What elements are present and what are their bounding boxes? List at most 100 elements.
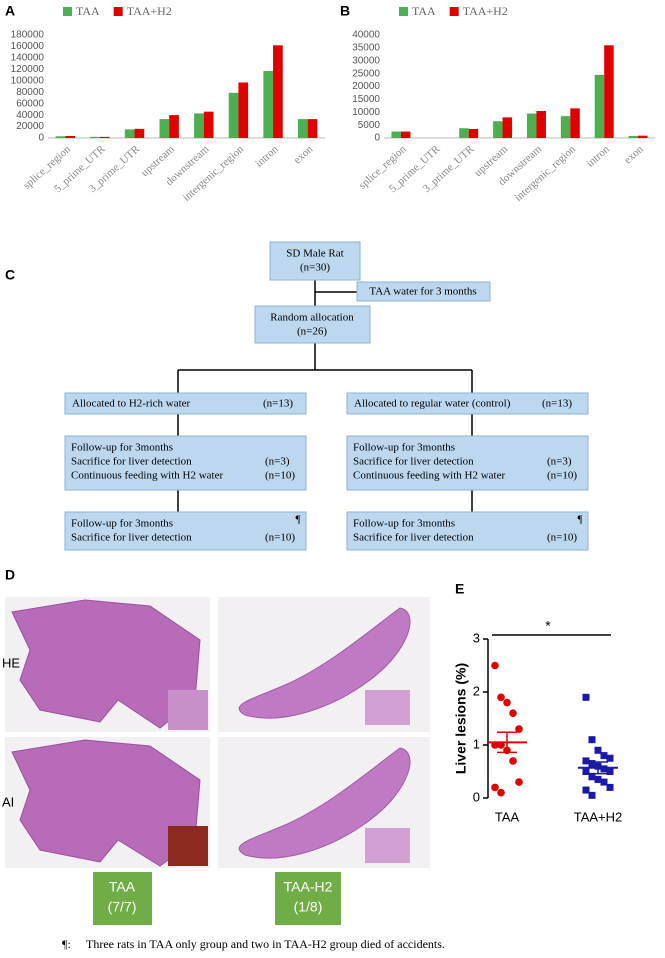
flow-text: SD Male Rat xyxy=(286,248,343,260)
y-tick-label: 25000 xyxy=(352,68,380,79)
panel-label: B xyxy=(340,3,350,19)
bar xyxy=(194,113,204,138)
y-tick-label: 15000 xyxy=(352,94,380,105)
bar xyxy=(134,128,145,138)
bar xyxy=(502,117,513,138)
bar xyxy=(263,71,274,138)
flow-text: (n=10) xyxy=(547,470,577,482)
bar xyxy=(638,135,648,138)
flow-text: ¶ xyxy=(296,514,301,526)
legend-label: TAA+H2 xyxy=(127,4,172,18)
flow-box xyxy=(64,435,307,491)
x-tick-label: intergenic_region xyxy=(512,143,578,204)
point xyxy=(588,760,596,768)
legend-swatch xyxy=(63,7,72,16)
point xyxy=(509,709,517,717)
point xyxy=(588,736,596,744)
tissue xyxy=(238,747,411,859)
flow-text: Follow-up for 3months xyxy=(353,518,455,530)
flow-text: Allocated to H2-rich water xyxy=(72,398,191,410)
y-tick-label: 100000 xyxy=(11,75,45,86)
point xyxy=(582,693,590,701)
y-tick-label: 60000 xyxy=(16,98,44,109)
point xyxy=(594,746,602,754)
legend-swatch xyxy=(399,7,408,16)
bar xyxy=(90,136,100,138)
flow-text: Allocated to regular water (control) xyxy=(354,398,511,410)
flow-text: (n=10) xyxy=(265,532,295,544)
point xyxy=(600,752,608,760)
point xyxy=(594,775,602,783)
flow-box xyxy=(346,511,589,551)
flow-text: Sacrifice for liver detection xyxy=(353,456,474,468)
flow-text: (n=10) xyxy=(547,532,577,544)
footnote-text: Three rats in TAA only group and two in … xyxy=(86,937,445,951)
point xyxy=(606,783,614,791)
bar xyxy=(594,74,605,138)
bar xyxy=(55,136,66,138)
point xyxy=(491,661,499,670)
flow-box xyxy=(64,392,307,415)
x-tick-label: TAA+H2 xyxy=(574,809,623,824)
inset xyxy=(365,828,410,863)
group-ratio: (1/8) xyxy=(294,899,323,915)
panel-label: A xyxy=(5,3,15,19)
point xyxy=(515,778,523,786)
x-tick-label: TAA xyxy=(495,809,520,824)
x-tick-label: intron xyxy=(253,143,281,170)
y-tick-label: 120000 xyxy=(11,64,45,75)
flow-text: Continuous feeding with H2 water xyxy=(353,470,505,482)
bar xyxy=(169,115,179,138)
flow-text: Random allocation xyxy=(270,312,354,324)
flow-text: Sacrifice for liver detection xyxy=(353,532,474,544)
flow-text: (n=30) xyxy=(300,262,330,274)
histology-images xyxy=(5,597,430,925)
footnote-mark: ¶: xyxy=(62,937,71,951)
group-box xyxy=(275,872,341,925)
panel-label: E xyxy=(455,581,464,597)
y-tick-label: 80000 xyxy=(16,87,44,98)
flow-text: TAA water for 3 months xyxy=(369,286,476,298)
bar xyxy=(99,136,110,138)
y-tick-label: 30000 xyxy=(352,55,380,66)
bar xyxy=(526,113,537,138)
point xyxy=(582,768,590,775)
inset xyxy=(168,826,208,866)
point xyxy=(606,754,614,762)
y-tick-label: 5000 xyxy=(358,120,381,131)
bar xyxy=(228,92,239,138)
flow-text: (n=3) xyxy=(547,456,572,468)
flow-box xyxy=(356,281,491,302)
row-label: AI xyxy=(2,794,14,809)
point xyxy=(588,773,596,781)
y-tick-label: 140000 xyxy=(11,53,45,64)
flow-text: Follow-up for 3months xyxy=(71,442,173,454)
flow-text: (n=3) xyxy=(265,456,290,468)
bar xyxy=(628,135,639,138)
flow-box xyxy=(346,435,589,491)
group-ratio: (7/7) xyxy=(108,899,137,915)
tissue xyxy=(11,599,201,729)
panel-label: D xyxy=(5,567,15,583)
flow-text: (n=10) xyxy=(265,470,295,482)
bar xyxy=(459,128,469,138)
point xyxy=(503,698,511,707)
point xyxy=(497,788,505,797)
flow-text: (n=13) xyxy=(542,398,572,410)
bar xyxy=(400,131,411,138)
flow-box xyxy=(64,511,307,551)
legend-label: TAA xyxy=(412,4,436,18)
significance-mark: * xyxy=(545,618,551,634)
flow-text: (n=26) xyxy=(297,326,327,338)
y-tick-label: 0 xyxy=(38,133,44,144)
y-tick-label: 160000 xyxy=(11,41,45,52)
y-tick-label: 40000 xyxy=(16,110,44,121)
panel-label: C xyxy=(5,267,15,283)
point xyxy=(509,757,517,765)
y-tick-label: 2 xyxy=(473,683,480,698)
inset xyxy=(365,690,410,725)
legend-label: TAA xyxy=(76,4,100,18)
bar xyxy=(159,119,170,138)
x-tick-label: intron xyxy=(584,143,612,170)
